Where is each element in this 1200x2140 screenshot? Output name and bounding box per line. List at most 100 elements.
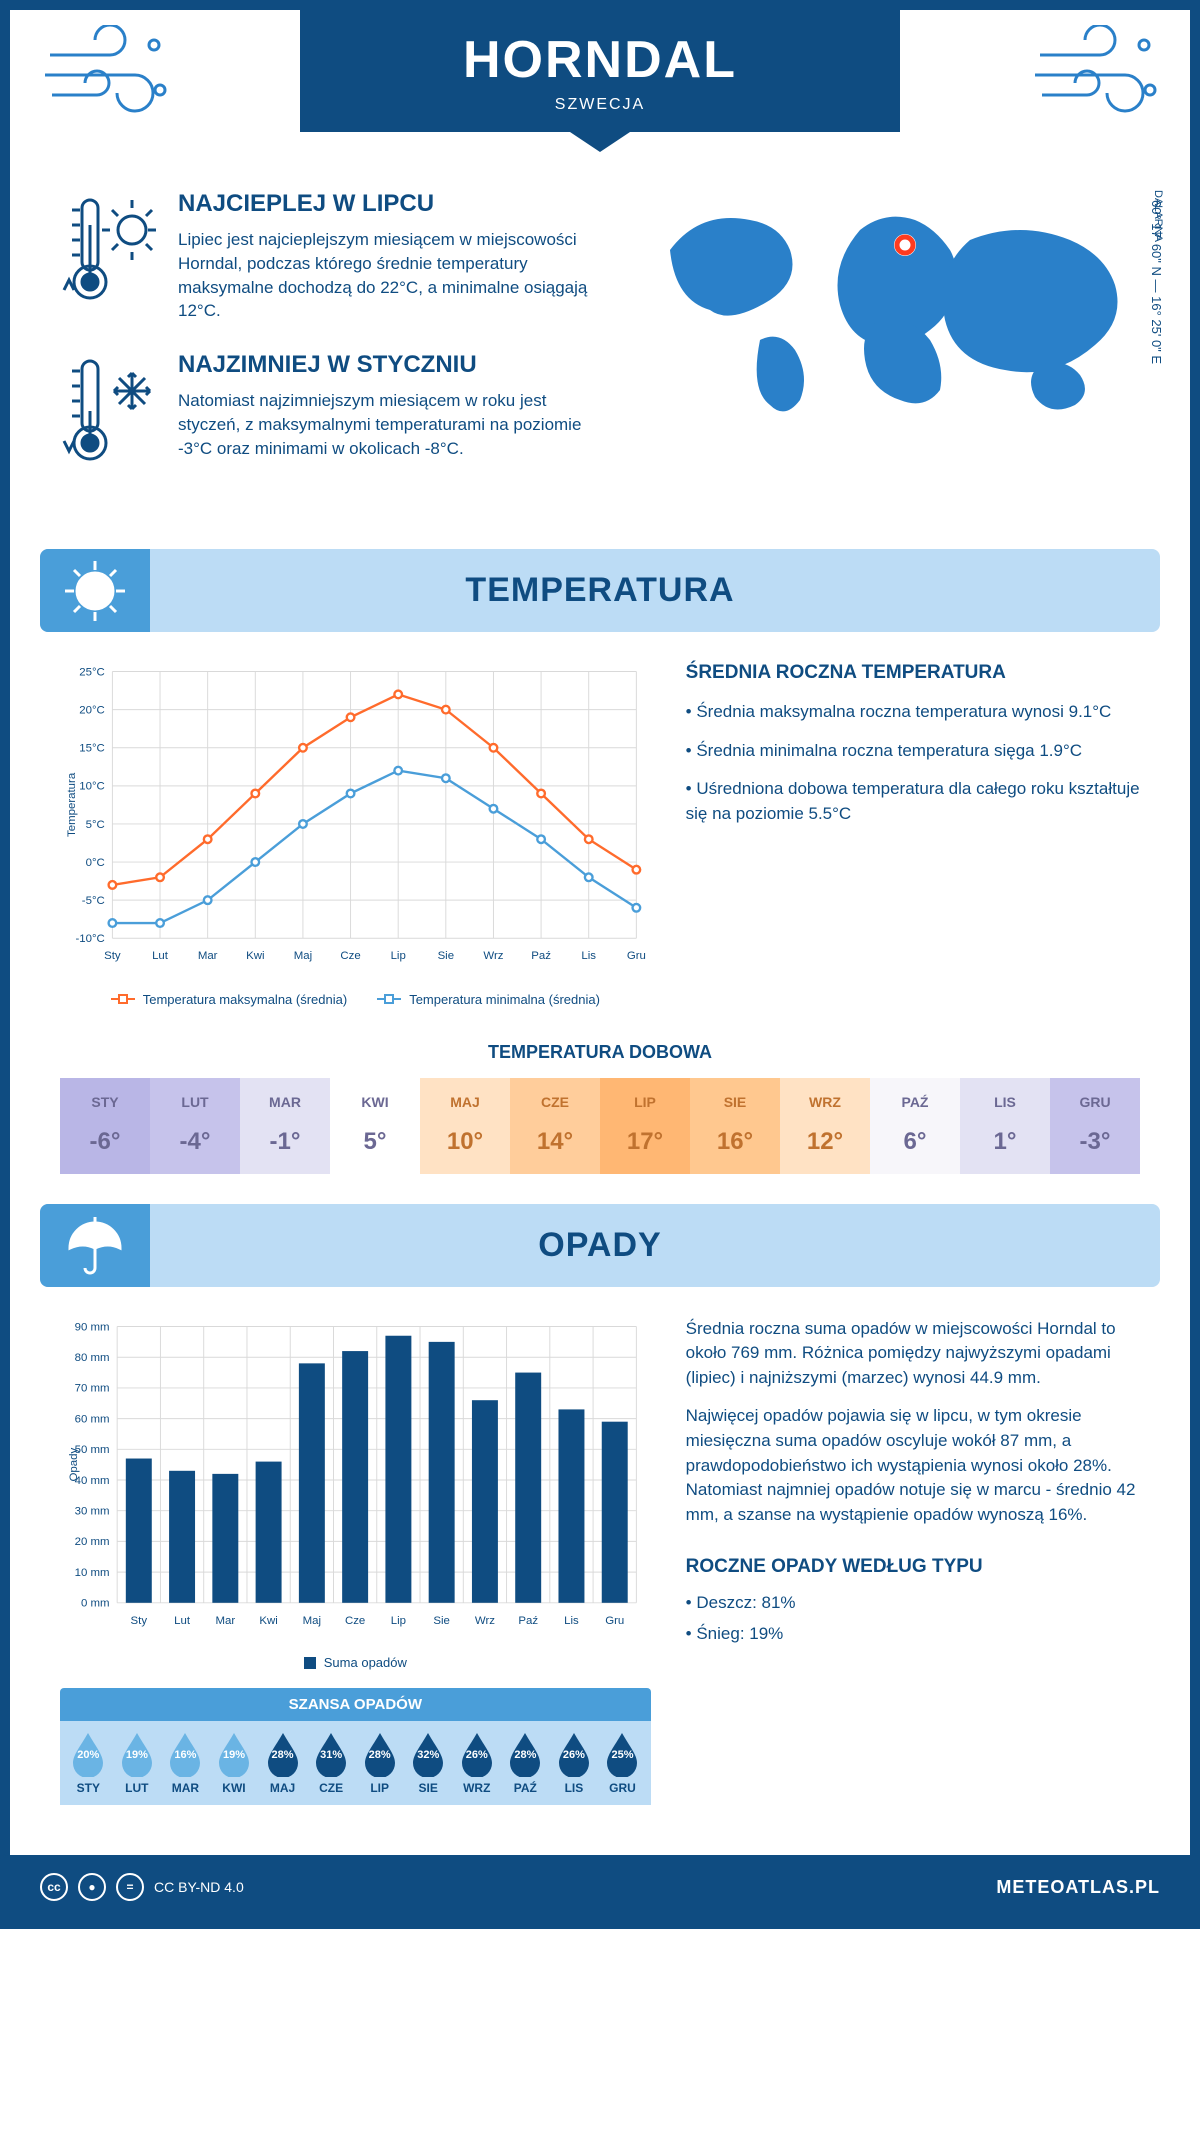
map-column: DALARNA 60° 17' 60" N — 16° 25' 0" E [640, 190, 1140, 499]
daily-value: -1° [240, 1118, 330, 1166]
nd-icon: = [116, 1873, 144, 1901]
chance-item: 19% LUT [113, 1731, 162, 1795]
raindrop-icon: 25% [604, 1731, 640, 1777]
legend-precip-label: Suma opadów [324, 1655, 407, 1670]
legend-max-label: Temperatura maksymalna (średnia) [143, 992, 347, 1007]
chance-month: LUT [113, 1781, 162, 1795]
annual-bullet-0: • Średnia maksymalna roczna temperatura … [686, 700, 1140, 725]
temperature-title: TEMPERATURA [60, 571, 1140, 610]
raindrop-icon: 28% [362, 1731, 398, 1777]
daily-month: WRZ [780, 1086, 870, 1118]
daily-value: 1° [960, 1118, 1050, 1166]
umbrella-icon [40, 1204, 150, 1287]
by-icon: ● [78, 1873, 106, 1901]
svg-text:Lut: Lut [152, 950, 169, 962]
daily-value: -6° [60, 1118, 150, 1166]
svg-text:Wrz: Wrz [475, 1614, 495, 1626]
chance-value: 25% [611, 1749, 633, 1761]
daily-month: SIE [690, 1086, 780, 1118]
daily-month: STY [60, 1086, 150, 1118]
coldest-title: NAJZIMNIEJ W STYCZNIU [178, 351, 610, 379]
temperature-aside: ŚREDNIA ROCZNA TEMPERATURA • Średnia mak… [686, 662, 1140, 1006]
daily-cell: PAŹ 6° [870, 1078, 960, 1174]
svg-text:Gru: Gru [605, 1614, 624, 1626]
raindrop-icon: 31% [313, 1731, 349, 1777]
svg-text:Sie: Sie [438, 950, 455, 962]
svg-text:Paź: Paź [518, 1614, 538, 1626]
chance-month: WRZ [453, 1781, 502, 1795]
daily-cell: STY -6° [60, 1078, 150, 1174]
daily-month: MAJ [420, 1086, 510, 1118]
temperature-band: TEMPERATURA [40, 549, 1160, 632]
svg-text:70 mm: 70 mm [75, 1382, 110, 1394]
raindrop-icon: 28% [507, 1731, 543, 1777]
sun-icon [40, 549, 150, 632]
coords-label: 60° 17' 60" N — 16° 25' 0" E [1149, 200, 1164, 364]
chance-month: PAŹ [501, 1781, 550, 1795]
raindrop-icon: 19% [216, 1731, 252, 1777]
daily-cell: WRZ 12° [780, 1078, 870, 1174]
svg-text:Sie: Sie [433, 1614, 450, 1626]
svg-text:Kwi: Kwi [246, 950, 264, 962]
svg-text:Mar: Mar [215, 1614, 235, 1626]
daily-temp-table: STY -6° LUT -4° MAR -1° KWI 5° MAJ 10° C… [60, 1078, 1140, 1174]
daily-cell: LIP 17° [600, 1078, 690, 1174]
svg-text:Lis: Lis [564, 1614, 579, 1626]
daily-value: 6° [870, 1118, 960, 1166]
svg-text:90 mm: 90 mm [75, 1321, 110, 1333]
chance-value: 26% [466, 1749, 488, 1761]
raindrop-icon: 26% [556, 1731, 592, 1777]
daily-month: KWI [330, 1086, 420, 1118]
daily-month: LIP [600, 1086, 690, 1118]
precip-type-0: • Deszcz: 81% [686, 1590, 1140, 1616]
svg-text:Lip: Lip [391, 950, 406, 962]
chance-month: LIP [355, 1781, 404, 1795]
chance-month: SIE [404, 1781, 453, 1795]
daily-month: LUT [150, 1086, 240, 1118]
chance-value: 20% [77, 1749, 99, 1761]
chance-item: 28% LIP [355, 1731, 404, 1795]
svg-text:60 mm: 60 mm [75, 1413, 110, 1425]
daily-cell: CZE 14° [510, 1078, 600, 1174]
chance-item: 28% PAŹ [501, 1731, 550, 1795]
svg-text:25°C: 25°C [79, 667, 105, 679]
chance-value: 19% [223, 1749, 245, 1761]
daily-value: -4° [150, 1118, 240, 1166]
precip-aside: Średnia roczna suma opadów w miejscowośc… [686, 1317, 1140, 1806]
chance-item: 26% WRZ [453, 1731, 502, 1795]
precip-title: OPADY [60, 1226, 1140, 1265]
raindrop-icon: 32% [410, 1731, 446, 1777]
svg-text:15°C: 15°C [79, 743, 105, 755]
coldest-fact: NAJZIMNIEJ W STYCZNIU Natomiast najzimni… [60, 351, 610, 471]
precip-desc-1: Średnia roczna suma opadów w miejscowośc… [686, 1317, 1140, 1391]
chance-item: 31% CZE [307, 1731, 356, 1795]
precip-type-1: • Śnieg: 19% [686, 1621, 1140, 1647]
daily-value: 14° [510, 1118, 600, 1166]
daily-month: GRU [1050, 1086, 1140, 1118]
chance-item: 32% SIE [404, 1731, 453, 1795]
precip-legend: Suma opadów [60, 1655, 651, 1670]
svg-text:80 mm: 80 mm [75, 1352, 110, 1364]
daily-value: 12° [780, 1118, 870, 1166]
legend-min: Temperatura minimalna (średnia) [377, 992, 600, 1007]
page-title: HORNDAL [340, 30, 860, 90]
cc-icon: cc [40, 1873, 68, 1901]
svg-text:10°C: 10°C [79, 781, 105, 793]
svg-text:30 mm: 30 mm [75, 1505, 110, 1517]
daily-month: CZE [510, 1086, 600, 1118]
precip-chart: 0 mm10 mm20 mm30 mm40 mm50 mm60 mm70 mm8… [60, 1317, 651, 1806]
temperature-legend: Temperatura maksymalna (średnia) Tempera… [60, 992, 651, 1007]
header: HORNDAL SZWECJA [10, 10, 1190, 160]
annual-bullet-1: • Średnia minimalna roczna temperatura s… [686, 739, 1140, 764]
legend-precip: Suma opadów [304, 1655, 407, 1670]
svg-text:Mar: Mar [198, 950, 218, 962]
svg-text:Lis: Lis [581, 950, 596, 962]
footer-site: METEOATLAS.PL [996, 1877, 1160, 1898]
chance-value: 26% [563, 1749, 585, 1761]
svg-text:Paź: Paź [531, 950, 551, 962]
chance-section: SZANSA OPADÓW 20% STY 19% LUT 16% MAR 19… [60, 1688, 651, 1805]
chance-value: 28% [369, 1749, 391, 1761]
daily-cell: KWI 5° [330, 1078, 420, 1174]
page-subtitle: SZWECJA [340, 96, 860, 114]
wind-icon-right [1030, 25, 1160, 115]
